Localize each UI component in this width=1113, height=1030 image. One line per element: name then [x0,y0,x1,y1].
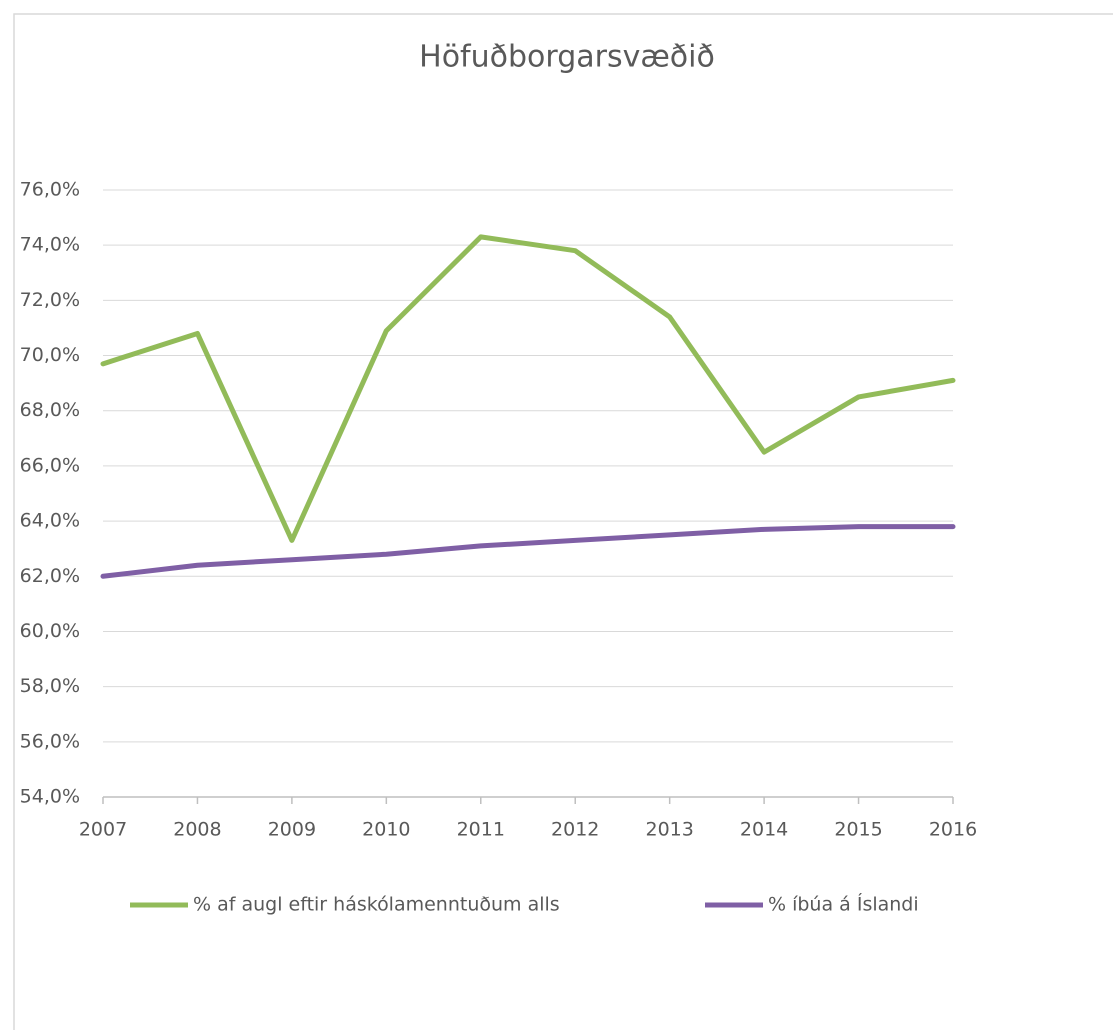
x-tick-label: 2014 [740,819,788,841]
y-tick-label: 54,0% [20,786,80,808]
y-tick-label: 60,0% [20,620,80,642]
y-tick-label: 68,0% [20,399,80,421]
legend-label: % af augl eftir háskólamenntuðum alls [193,894,560,916]
x-tick-label: 2012 [551,819,599,841]
x-tick-label: 2010 [362,819,410,841]
y-tick-label: 58,0% [20,675,80,697]
line-series [100,524,956,579]
x-tick-label: 2008 [173,819,221,841]
y-tick-label: 70,0% [20,344,80,366]
y-tick-label: 76,0% [20,179,80,201]
x-tick-label: 2007 [79,819,127,841]
x-tick-label: 2009 [268,819,316,841]
y-tick-label: 64,0% [20,510,80,532]
y-tick-label: 62,0% [20,565,80,587]
chart-title: Höfuðborgarsvæðið [419,40,715,75]
line-series [100,234,956,543]
x-tick-label: 2011 [457,819,505,841]
y-tick-label: 56,0% [20,730,80,752]
x-tick-label: 2016 [929,819,977,841]
y-tick-label: 66,0% [20,454,80,476]
x-tick-label: 2015 [834,819,882,841]
y-tick-label: 74,0% [20,234,80,256]
chart-frame [13,13,1113,1030]
legend-label: % íbúa á Íslandi [768,893,919,916]
y-tick-label: 72,0% [20,289,80,311]
x-tick-label: 2013 [645,819,693,841]
